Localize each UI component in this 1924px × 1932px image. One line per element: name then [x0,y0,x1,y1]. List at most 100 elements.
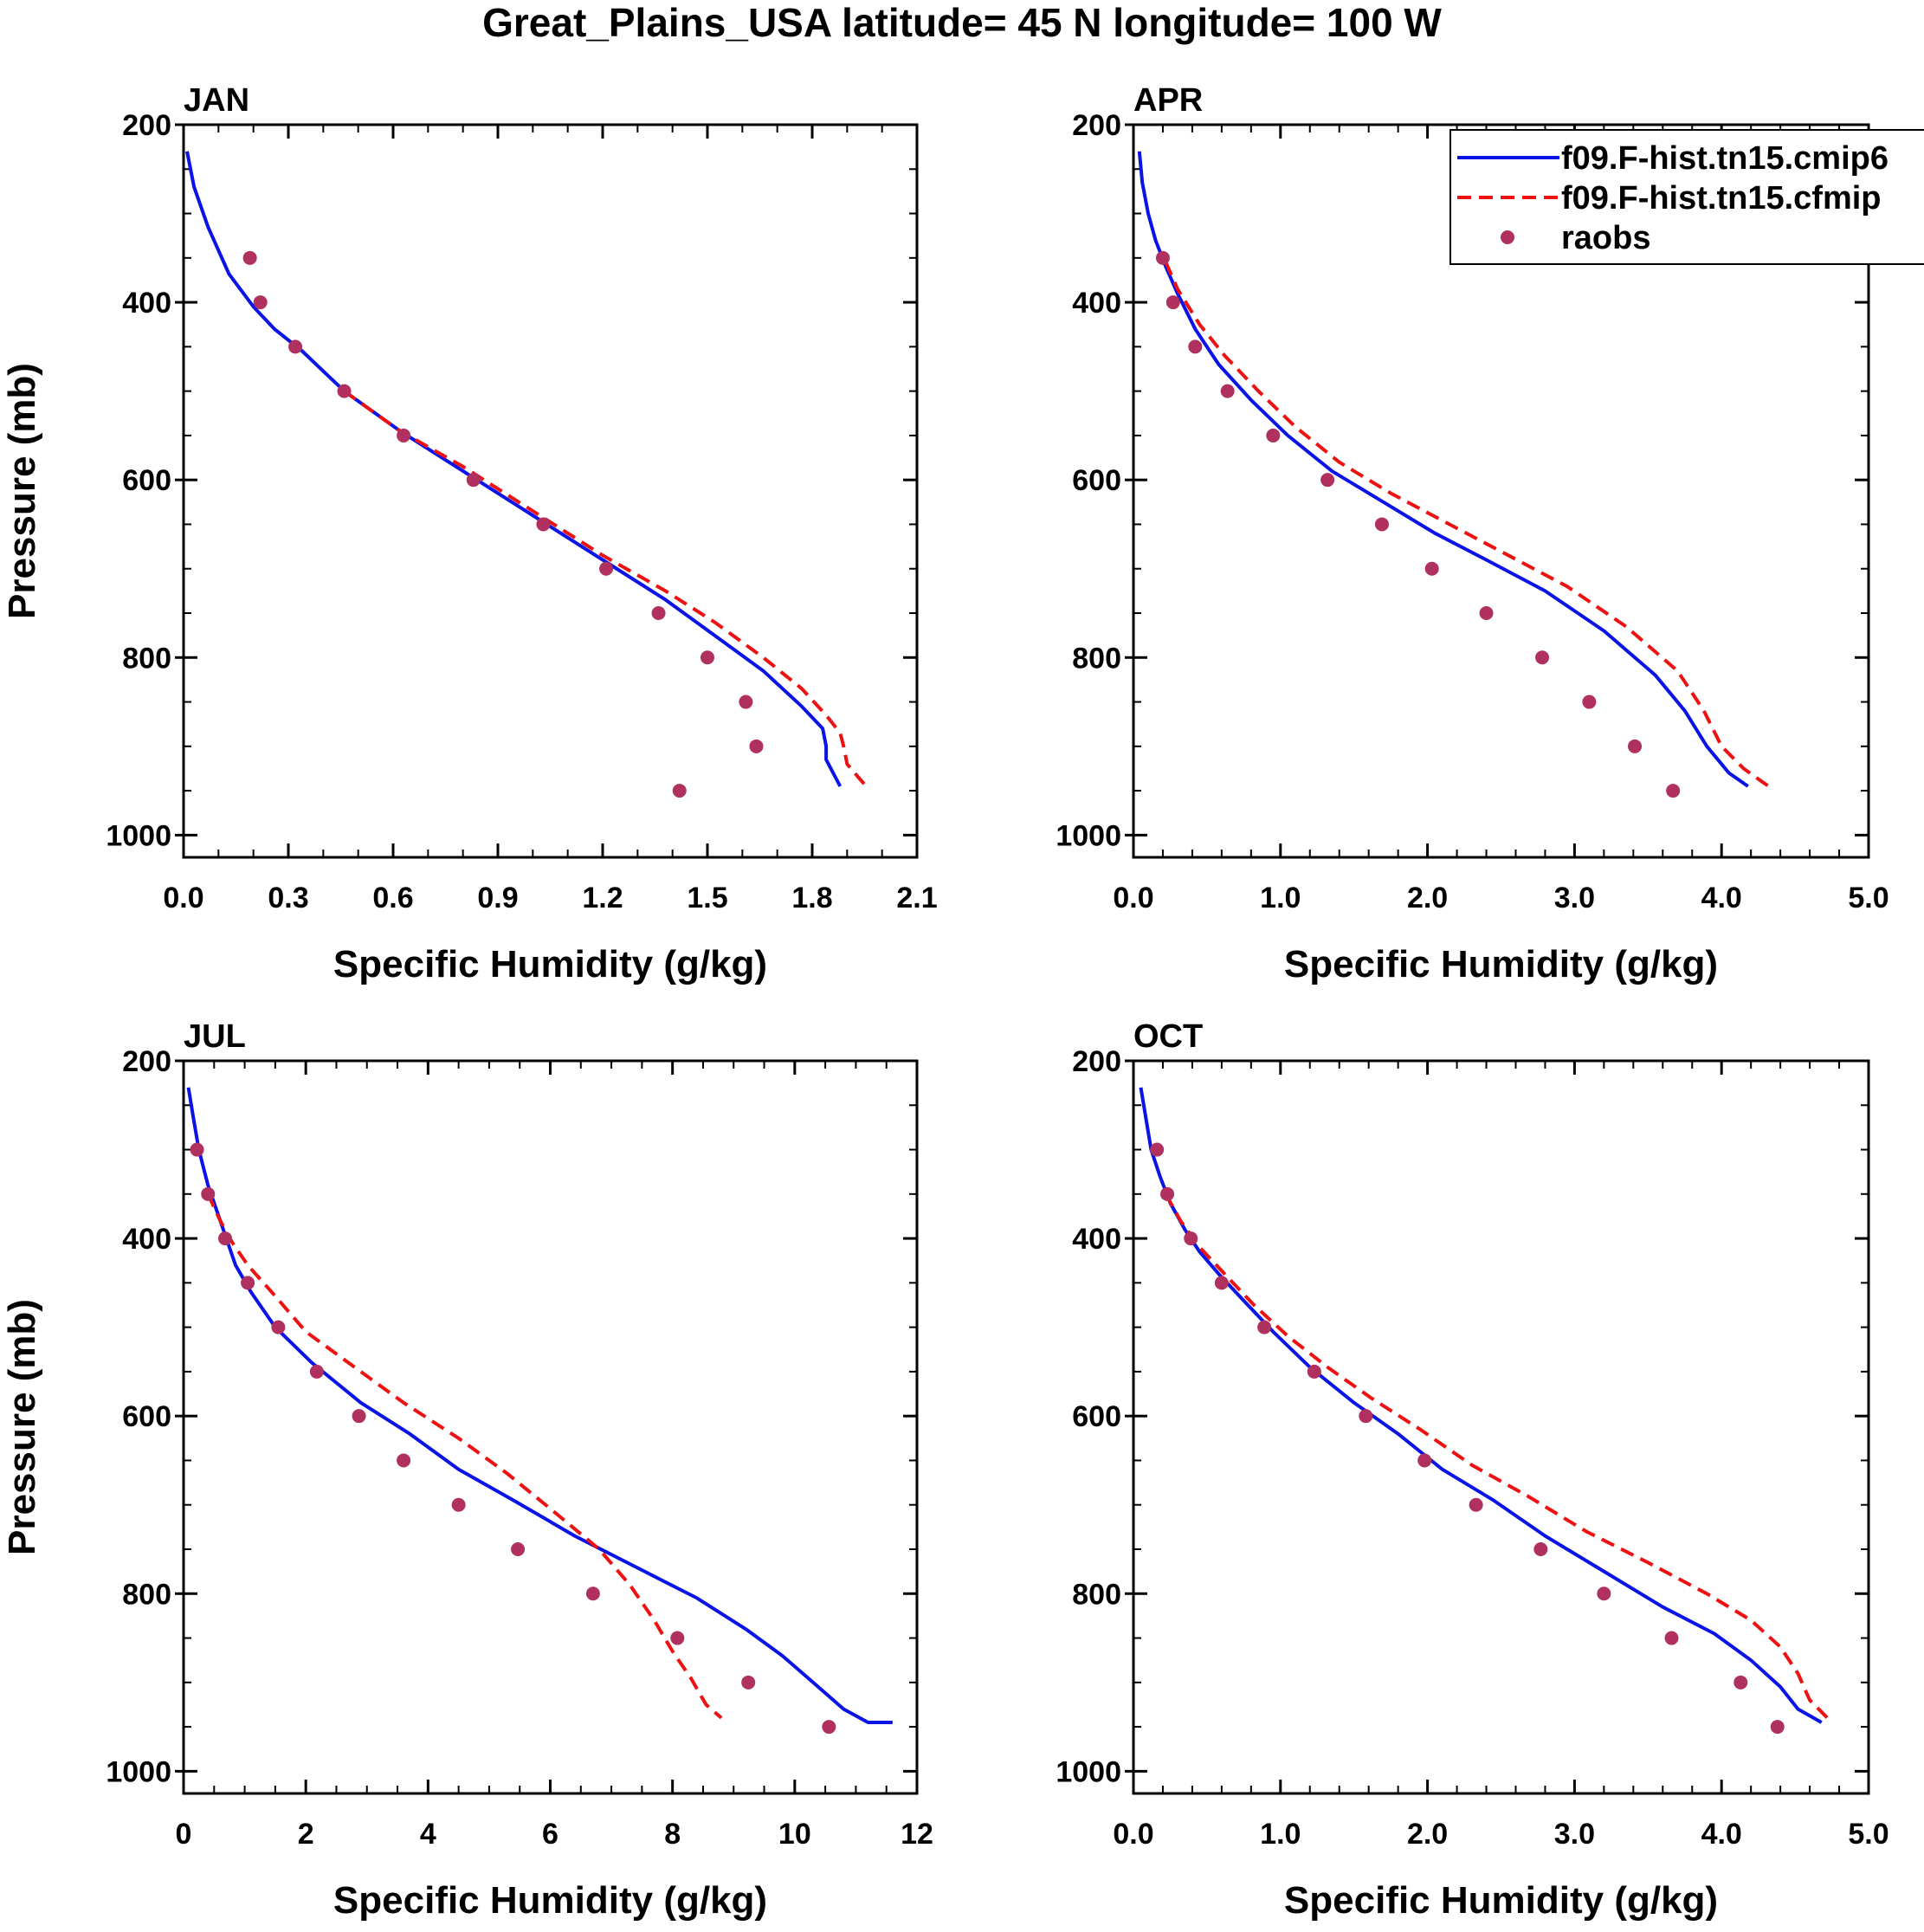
raobs-point [242,250,257,265]
x-tick-label: 0.9 [477,882,518,914]
x-tick-label: 0.0 [1113,1818,1153,1851]
panel-oct: OCT 0.0 1.0 2.0 3.0 4.0 5.0 200 400 600 800 1000 Spe… [1056,1018,1888,1922]
raobs-point [1535,650,1550,665]
raobs-point [1266,428,1281,443]
raobs-series [242,250,764,798]
x-tick-label: 2.1 [896,882,937,914]
y-axis-label: Pressure (mb) [1,363,43,619]
y-tick-label: 600 [122,1400,171,1433]
x-tick-label: 12 [901,1818,933,1851]
y-tick-label: 800 [122,642,171,675]
panel-apr: APR 0.0 1.0 2.0 3.0 4.0 5.0 200 400 600 800 1000 Spe… [1056,82,1888,985]
panel-title: JAN [184,82,249,119]
y-tick-label: 200 [1072,1045,1121,1078]
y-tick-label: 200 [122,109,171,142]
raobs-point [1155,250,1170,265]
x-axis-label: Specific Humidity (g/kg) [333,1879,767,1922]
raobs-point [288,339,303,354]
y-tick-label: 200 [122,1045,171,1078]
raobs-point [1479,606,1494,620]
raobs-point [1160,1186,1175,1201]
raobs-point [1359,1409,1373,1424]
x-axis-label: Specific Humidity (g/kg) [333,943,767,985]
raobs-point [201,1186,216,1201]
x-tick-label: 1.8 [791,882,832,914]
raobs-point [536,517,551,532]
raobs-point [1184,1231,1198,1246]
raobs-point [397,428,411,443]
x-tick-label: 1.2 [582,882,623,914]
raobs-point [1417,1453,1432,1468]
y-tick-label: 800 [1072,642,1121,675]
y-tick-label: 400 [122,1223,171,1256]
legend-raobs-marker [1501,230,1514,244]
plot-frame [182,1059,919,1795]
raobs-point [1374,517,1389,532]
x-tick-label: 0.3 [268,882,308,914]
plot-frame [182,123,919,859]
cfmip-line [1164,262,1770,788]
cfmip-line [1164,1192,1834,1724]
raobs-point [397,1453,411,1468]
raobs-point [1220,384,1235,398]
legend: f09.F-hist.tn15.cmip6f09.F-hist.tn15.cfm… [1449,129,1924,265]
x-tick-label: 10 [778,1818,811,1851]
y-tick-label: 1000 [1056,1755,1121,1788]
raobs-point [1214,1276,1229,1290]
y-tick-label: 600 [1072,1400,1121,1433]
x-axis-label: Specific Humidity (g/kg) [1284,943,1718,985]
x-tick-label: 4.0 [1701,1818,1742,1851]
x-tick-label: 0.0 [163,882,203,914]
x-tick-label: 3.0 [1554,882,1595,914]
raobs-point [190,1142,204,1157]
raobs-point [1533,1542,1548,1556]
y-tick-label: 200 [1072,109,1121,142]
raobs-point [217,1231,232,1246]
raobs-point [466,473,481,488]
x-tick-label: 2.0 [1407,1818,1448,1851]
raobs-point [1628,739,1643,753]
x-tick-label: 0.6 [372,882,413,914]
x-tick-label: 0.0 [1113,882,1153,914]
x-tick-label: 0 [176,1818,192,1851]
panel-jul: JUL 0 2 4 6 8 10 12 200 400 600 800 1000 Specific Hum… [1,1018,933,1922]
raobs-point [1320,473,1335,488]
legend-label: f09.F-hist.tn15.cfmip [1561,180,1882,216]
x-tick-label: 8 [664,1818,681,1851]
raobs-series [1155,250,1681,798]
x-tick-label: 4.0 [1701,882,1742,914]
raobs-point [253,295,268,310]
raobs-point [1150,1142,1165,1157]
panel-title: APR [1133,82,1203,119]
raobs-point [749,739,764,753]
y-tick-label: 600 [122,464,171,497]
panel-title: JUL [184,1018,246,1055]
raobs-point [1424,561,1439,576]
cmip6-line [186,1087,893,1724]
raobs-point [1734,1675,1748,1690]
raobs-point [1257,1320,1272,1334]
panels-group: JAN 0.0 0.3 0.6 0.9 1.2 1.5 1.8 2.1 200 400 600 800 1… [1,82,1889,1922]
raobs-point [1664,1631,1679,1645]
raobs-point [1165,295,1180,310]
y-tick-label: 400 [1072,287,1121,320]
x-tick-label: 2 [298,1818,314,1851]
y-tick-label: 400 [122,287,171,320]
raobs-point [739,695,753,709]
raobs-point [451,1497,466,1512]
raobs-series [1150,1142,1785,1735]
raobs-point [241,1276,255,1290]
y-axis-label: Pressure (mb) [1,1299,43,1555]
raobs-point [670,1631,685,1645]
raobs-point [1307,1364,1321,1379]
legend-label: f09.F-hist.tn15.cmip6 [1561,140,1888,177]
x-tick-label: 1.5 [687,882,727,914]
raobs-point [701,650,714,665]
x-tick-label: 3.0 [1554,1818,1595,1851]
x-tick-label: 6 [542,1818,558,1851]
y-tick-label: 1000 [106,1755,171,1788]
raobs-series [190,1142,836,1735]
raobs-point [651,606,666,620]
raobs-point [1188,339,1203,354]
